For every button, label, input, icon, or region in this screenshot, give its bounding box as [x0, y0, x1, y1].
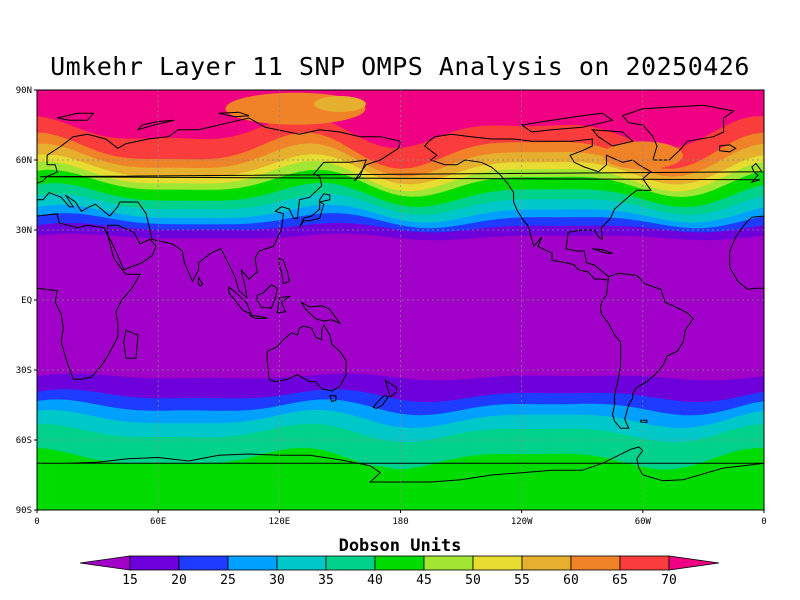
coastline-10	[256, 284, 278, 309]
colorbar-label: 20	[171, 573, 187, 588]
colorbar-label: 15	[122, 573, 138, 588]
coastline-15	[300, 300, 342, 325]
coastline-26	[57, 112, 95, 121]
colorbar-label: 65	[612, 573, 628, 588]
lat-tick-label: 60S	[16, 436, 32, 446]
coastline-0	[37, 213, 141, 380]
colorbar-label: 35	[318, 573, 334, 588]
coastline-21	[621, 104, 735, 161]
lon-tick-label: 0	[34, 517, 39, 527]
lon-tick-label: 120W	[511, 517, 533, 527]
colorbar-title: Dobson Units	[338, 536, 462, 556]
chart-title: Umkehr Layer 11 SNP OMPS Analysis on 202…	[50, 52, 750, 81]
colorbar-swatch	[619, 555, 670, 571]
coastline-9	[197, 276, 204, 287]
lon-tick-label: 0	[761, 517, 766, 527]
lon-tick-label: 180	[392, 517, 408, 527]
colorbar-swatch	[178, 555, 229, 571]
colorbar-max-arrow	[668, 555, 720, 571]
colorbar-swatch	[227, 555, 278, 571]
coastline-2	[123, 329, 139, 359]
colorbar-swatch	[276, 555, 327, 571]
coastline-27	[592, 248, 613, 254]
lon-tick-label: 60W	[635, 517, 652, 527]
colorbar-label: 60	[563, 573, 579, 588]
lat-tick-label: 30S	[16, 366, 32, 376]
lat-tick-label: EQ	[21, 296, 32, 306]
antarctic-patch	[103, 463, 214, 492]
colorbar-label: 40	[367, 573, 383, 588]
coastline-17	[329, 395, 337, 403]
colorbar-label: 45	[416, 573, 432, 588]
colorbar-swatch	[521, 555, 572, 571]
coastline-23	[591, 129, 634, 147]
colorbar-min-arrow	[79, 555, 131, 571]
colorbar-swatch	[570, 555, 621, 571]
coastline-29	[640, 419, 648, 424]
coastline-28	[599, 272, 694, 429]
coastline-3	[107, 224, 157, 271]
lon-tick-label: 60E	[150, 517, 166, 527]
lat-tick-label: 30N	[16, 226, 32, 236]
colorbar-swatch	[325, 555, 376, 571]
nh-band-12	[37, 90, 764, 149]
colorbar-swatch	[129, 555, 180, 571]
coastline-5	[39, 162, 763, 184]
coastline-11	[228, 286, 253, 315]
coastline-1	[729, 215, 764, 291]
coastline-12	[248, 314, 268, 319]
coastline-19	[372, 395, 390, 410]
lat-tick-label: 60N	[16, 156, 32, 166]
lon-tick-label: 120E	[268, 517, 290, 527]
coastline-7	[299, 201, 325, 228]
colorbar-label: 55	[514, 573, 530, 588]
coastline-25	[218, 111, 250, 118]
coastline-6	[719, 144, 737, 153]
colorbar-swatch	[423, 555, 474, 571]
coastline-30	[37, 446, 764, 483]
coastlines	[37, 104, 764, 483]
coastline-24	[136, 119, 175, 131]
coastline-18	[384, 379, 397, 398]
coastline-4	[37, 117, 402, 299]
lat-tick-label: 90N	[16, 86, 32, 96]
coastline-16	[266, 323, 347, 392]
colorbar-label: 70	[661, 573, 677, 588]
colorbar-swatch	[472, 555, 523, 571]
colorbar-swatch	[374, 555, 425, 571]
antarctic-patch	[391, 479, 572, 504]
colorbar-label: 50	[465, 573, 481, 588]
coastline-22	[520, 112, 614, 133]
arctic-patch	[313, 96, 366, 112]
colorbar: 15 20 25 30 35 40 45 50 55 60 65 70	[79, 555, 720, 588]
colorbar-label: 25	[220, 573, 236, 588]
colorbar-label: 30	[269, 573, 285, 588]
gridlines	[37, 90, 764, 510]
lat-tick-label: 90S	[16, 506, 32, 516]
coastline-8	[319, 193, 331, 203]
